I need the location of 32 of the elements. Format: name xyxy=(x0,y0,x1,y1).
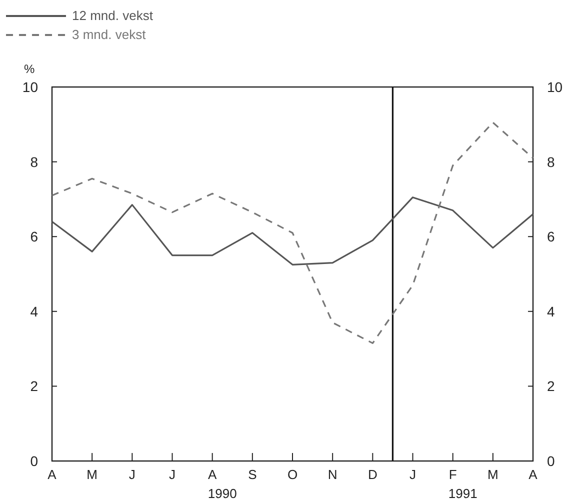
x-tick-label: J xyxy=(128,467,136,482)
x-tick-label: A xyxy=(48,467,57,482)
x-tick-label: D xyxy=(368,467,378,482)
y2-tick-label: 10 xyxy=(547,79,563,95)
text: 1991 xyxy=(448,486,478,501)
x-tick-label: J xyxy=(410,467,416,482)
y2-tick-label: 4 xyxy=(547,303,555,320)
y-axis-title: % xyxy=(24,62,35,76)
legend-label: 3 mnd. vekst xyxy=(72,27,146,42)
x-tick-label: M xyxy=(487,467,498,482)
x-tick-label: A xyxy=(208,467,217,482)
y2-tick-label: 2 xyxy=(547,378,555,394)
x-tick-label: N xyxy=(328,467,338,482)
y-tick-label: 4 xyxy=(30,303,38,320)
y-tick-label: 10 xyxy=(22,79,38,95)
line-series xyxy=(51,122,534,344)
y-tick-label: 8 xyxy=(30,154,38,170)
y-tick-label: 0 xyxy=(30,453,38,469)
y-tick-label: 6 xyxy=(30,228,38,245)
line-series xyxy=(51,196,534,266)
x-tick-label: S xyxy=(248,467,258,482)
y-tick-label: 2 xyxy=(30,378,38,394)
x-tick-label: J xyxy=(169,467,176,482)
x-tick-label: F xyxy=(448,467,457,482)
y2-tick-label: 0 xyxy=(547,453,555,469)
x-tick-label: O xyxy=(287,467,298,482)
text: 1990 xyxy=(208,486,237,501)
y2-tick-label: 8 xyxy=(547,154,555,170)
y2-tick-label: 6 xyxy=(547,228,555,245)
x-tick-label: M xyxy=(86,467,98,482)
x-tick-label: A xyxy=(528,467,538,482)
legend-label: 12 mnd. vekst xyxy=(72,8,154,23)
